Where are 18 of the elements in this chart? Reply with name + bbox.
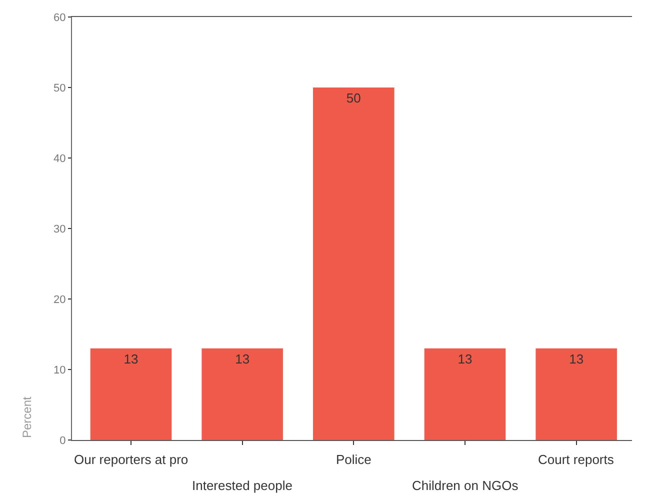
x-tick-label: Interested people [192, 478, 292, 493]
data-label: 13 [569, 351, 584, 366]
data-label: 50 [346, 90, 361, 106]
y-tick-label: 10 [54, 364, 66, 376]
data-label: 13 [124, 351, 138, 366]
y-axis-title: Percent [20, 396, 34, 438]
y-tick-label: 30 [54, 223, 66, 236]
x-tick-label: Court reports [538, 452, 614, 467]
y-tick-label: 0 [60, 434, 66, 447]
x-tick-label: Children on NGOs [412, 478, 519, 493]
y-tick-label: 40 [54, 152, 66, 165]
y-tick-label: 20 [54, 294, 66, 306]
data-label: 13 [235, 351, 250, 366]
data-label: 13 [458, 351, 472, 366]
y-tick-label: 50 [54, 82, 66, 94]
x-tick-label: Police [336, 452, 372, 467]
y-tick-label: 60 [54, 12, 66, 24]
x-tick-label: Our reporters at pro [74, 452, 188, 467]
